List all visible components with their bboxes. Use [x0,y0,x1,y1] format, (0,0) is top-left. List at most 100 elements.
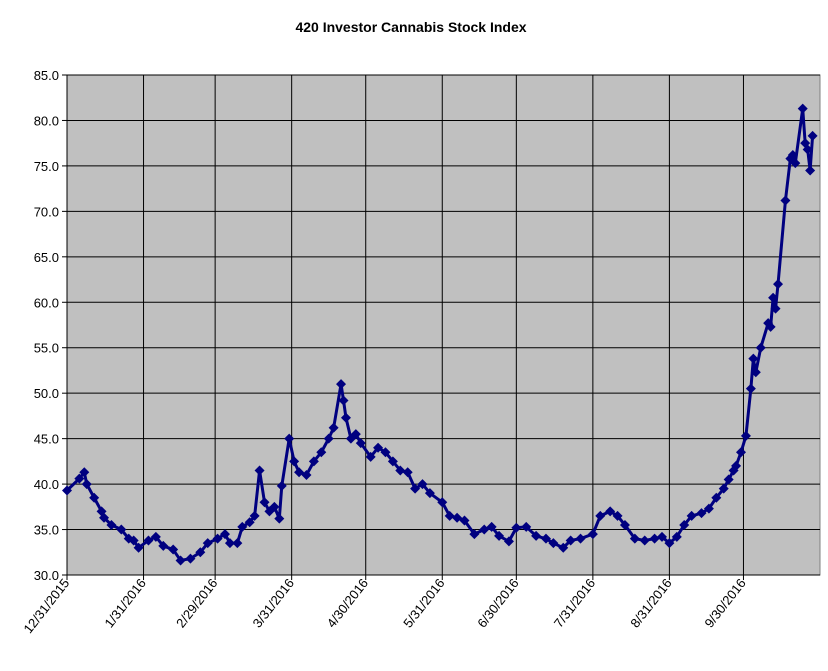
data-point-marker [380,447,391,458]
data-point-marker [274,513,285,524]
data-point-marker [175,555,186,566]
data-point-marker [679,520,690,530]
data-point-marker [765,321,776,332]
data-point-marker [768,292,779,303]
data-point-marker [797,103,808,114]
data-point-marker [731,460,742,471]
y-tick-label: 75.0 [34,159,59,174]
y-tick-label: 40.0 [34,477,59,492]
y-tick-label: 35.0 [34,523,59,538]
data-point-marker [355,438,366,449]
data-point-marker [424,488,435,499]
x-tick-label: 8/31/2016 [627,576,674,631]
data-point-marker [224,538,235,549]
data-point-marker [212,533,223,544]
data-point-marker [773,279,784,290]
data-point-marker [494,530,505,541]
data-point-marker [459,515,470,526]
data-point-marker [116,524,127,535]
data-point-marker [807,130,818,141]
data-point-marker [133,542,144,553]
data-point-marker [664,538,675,549]
data-point-marker [805,165,816,176]
data-point-marker [723,474,734,485]
data-point-marker [276,480,287,491]
x-tick-label: 4/30/2016 [324,576,371,631]
data-point-marker [237,521,248,532]
data-point-marker [220,529,231,540]
data-point-marker [565,535,576,546]
data-point-marker [521,521,532,532]
y-tick-label: 70.0 [34,204,59,219]
y-tick-label: 50.0 [34,386,59,401]
y-tick-label: 55.0 [34,341,59,356]
data-point-marker [770,303,781,314]
data-point-marker [639,535,650,546]
x-tick-label: 12/31/2015 [20,576,72,637]
data-point-marker [328,422,339,433]
data-point-marker [750,367,761,378]
data-point-marker [479,524,490,535]
data-point-marker [308,456,319,467]
y-tick-label: 65.0 [34,250,59,265]
data-point-marker [373,442,384,453]
data-point-marker [686,510,697,521]
data-point-marker [232,538,243,549]
data-point-marker [735,447,746,458]
data-point-marker [259,497,270,508]
data-point-marker [595,510,606,521]
data-point-marker [612,510,623,521]
data-point-marker [62,485,72,496]
y-tick-label: 85.0 [34,68,59,83]
data-point-marker [417,479,428,490]
data-point-marker [696,508,707,519]
data-point-marker [316,447,327,458]
data-point-marker [790,158,801,169]
data-point-marker [558,542,569,553]
data-point-marker [703,503,714,514]
y-tick-label: 60.0 [34,295,59,310]
data-point-marker [340,412,351,423]
data-point-marker [74,473,85,484]
data-point-marker [185,553,196,564]
data-point-marker [143,535,154,546]
data-point-marker [89,492,100,503]
data-point-marker [548,538,559,549]
x-tick-label: 6/30/2016 [474,576,521,631]
data-point-marker [284,433,295,444]
data-point-marker [711,492,722,503]
x-tick-label: 9/30/2016 [701,576,748,631]
data-point-marker [503,536,514,547]
data-point-marker [629,533,640,544]
data-point-marker [202,538,213,549]
data-point-marker [365,451,376,462]
data-point-marker [79,467,90,478]
data-point-marker [323,433,334,444]
data-point-marker [619,520,630,530]
data-point-marker [402,467,413,478]
data-point-marker [718,483,729,494]
data-point-marker [444,510,455,521]
data-point-marker [254,465,265,476]
data-point-marker [802,144,813,155]
data-point-marker [301,470,312,480]
data-point-marker [150,531,161,542]
data-point-marker [387,456,398,467]
data-point-marker [748,353,759,364]
data-point-marker [294,467,305,478]
data-point-marker [540,533,551,544]
data-point-marker [168,544,179,555]
data-point-marker [106,520,117,530]
data-point-marker [740,430,751,441]
data-point-marker [269,501,280,512]
x-tick-label: 5/31/2016 [400,576,447,631]
data-point-marker [437,497,448,508]
x-tick-label: 7/31/2016 [551,576,598,631]
y-tick-label: 30.0 [34,568,59,583]
x-tick-label: 1/31/2016 [101,576,148,631]
data-point-marker [128,535,139,546]
data-point-marker [81,479,92,490]
data-point-marker [745,383,756,394]
x-tick-label: 3/31/2016 [250,576,297,631]
